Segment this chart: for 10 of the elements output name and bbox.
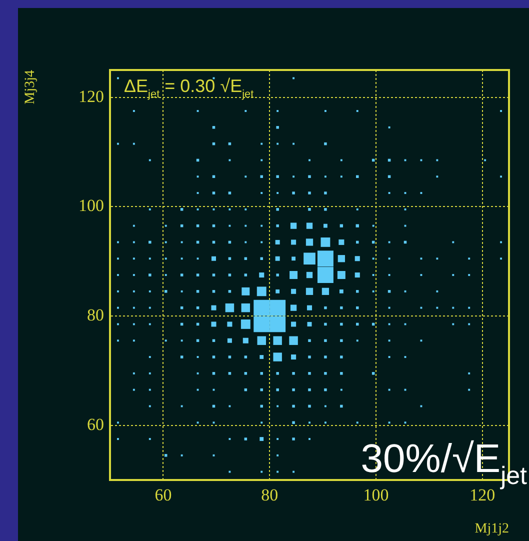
y-tick-label: 80 bbox=[87, 305, 104, 324]
y-tick-label: 100 bbox=[78, 196, 104, 216]
x-axis-title: Mj1j2 bbox=[474, 521, 509, 536]
y-tick-label: 60 bbox=[87, 414, 104, 434]
y-axis-title: Mj3j4 bbox=[23, 70, 38, 104]
x-tick-label: 120 bbox=[470, 486, 496, 505]
x-tick-label: 60 bbox=[154, 486, 172, 505]
x-tick-label: 80 bbox=[261, 486, 278, 505]
y-tick-label: 120 bbox=[78, 86, 104, 106]
x-tick-label: 100 bbox=[363, 486, 389, 505]
